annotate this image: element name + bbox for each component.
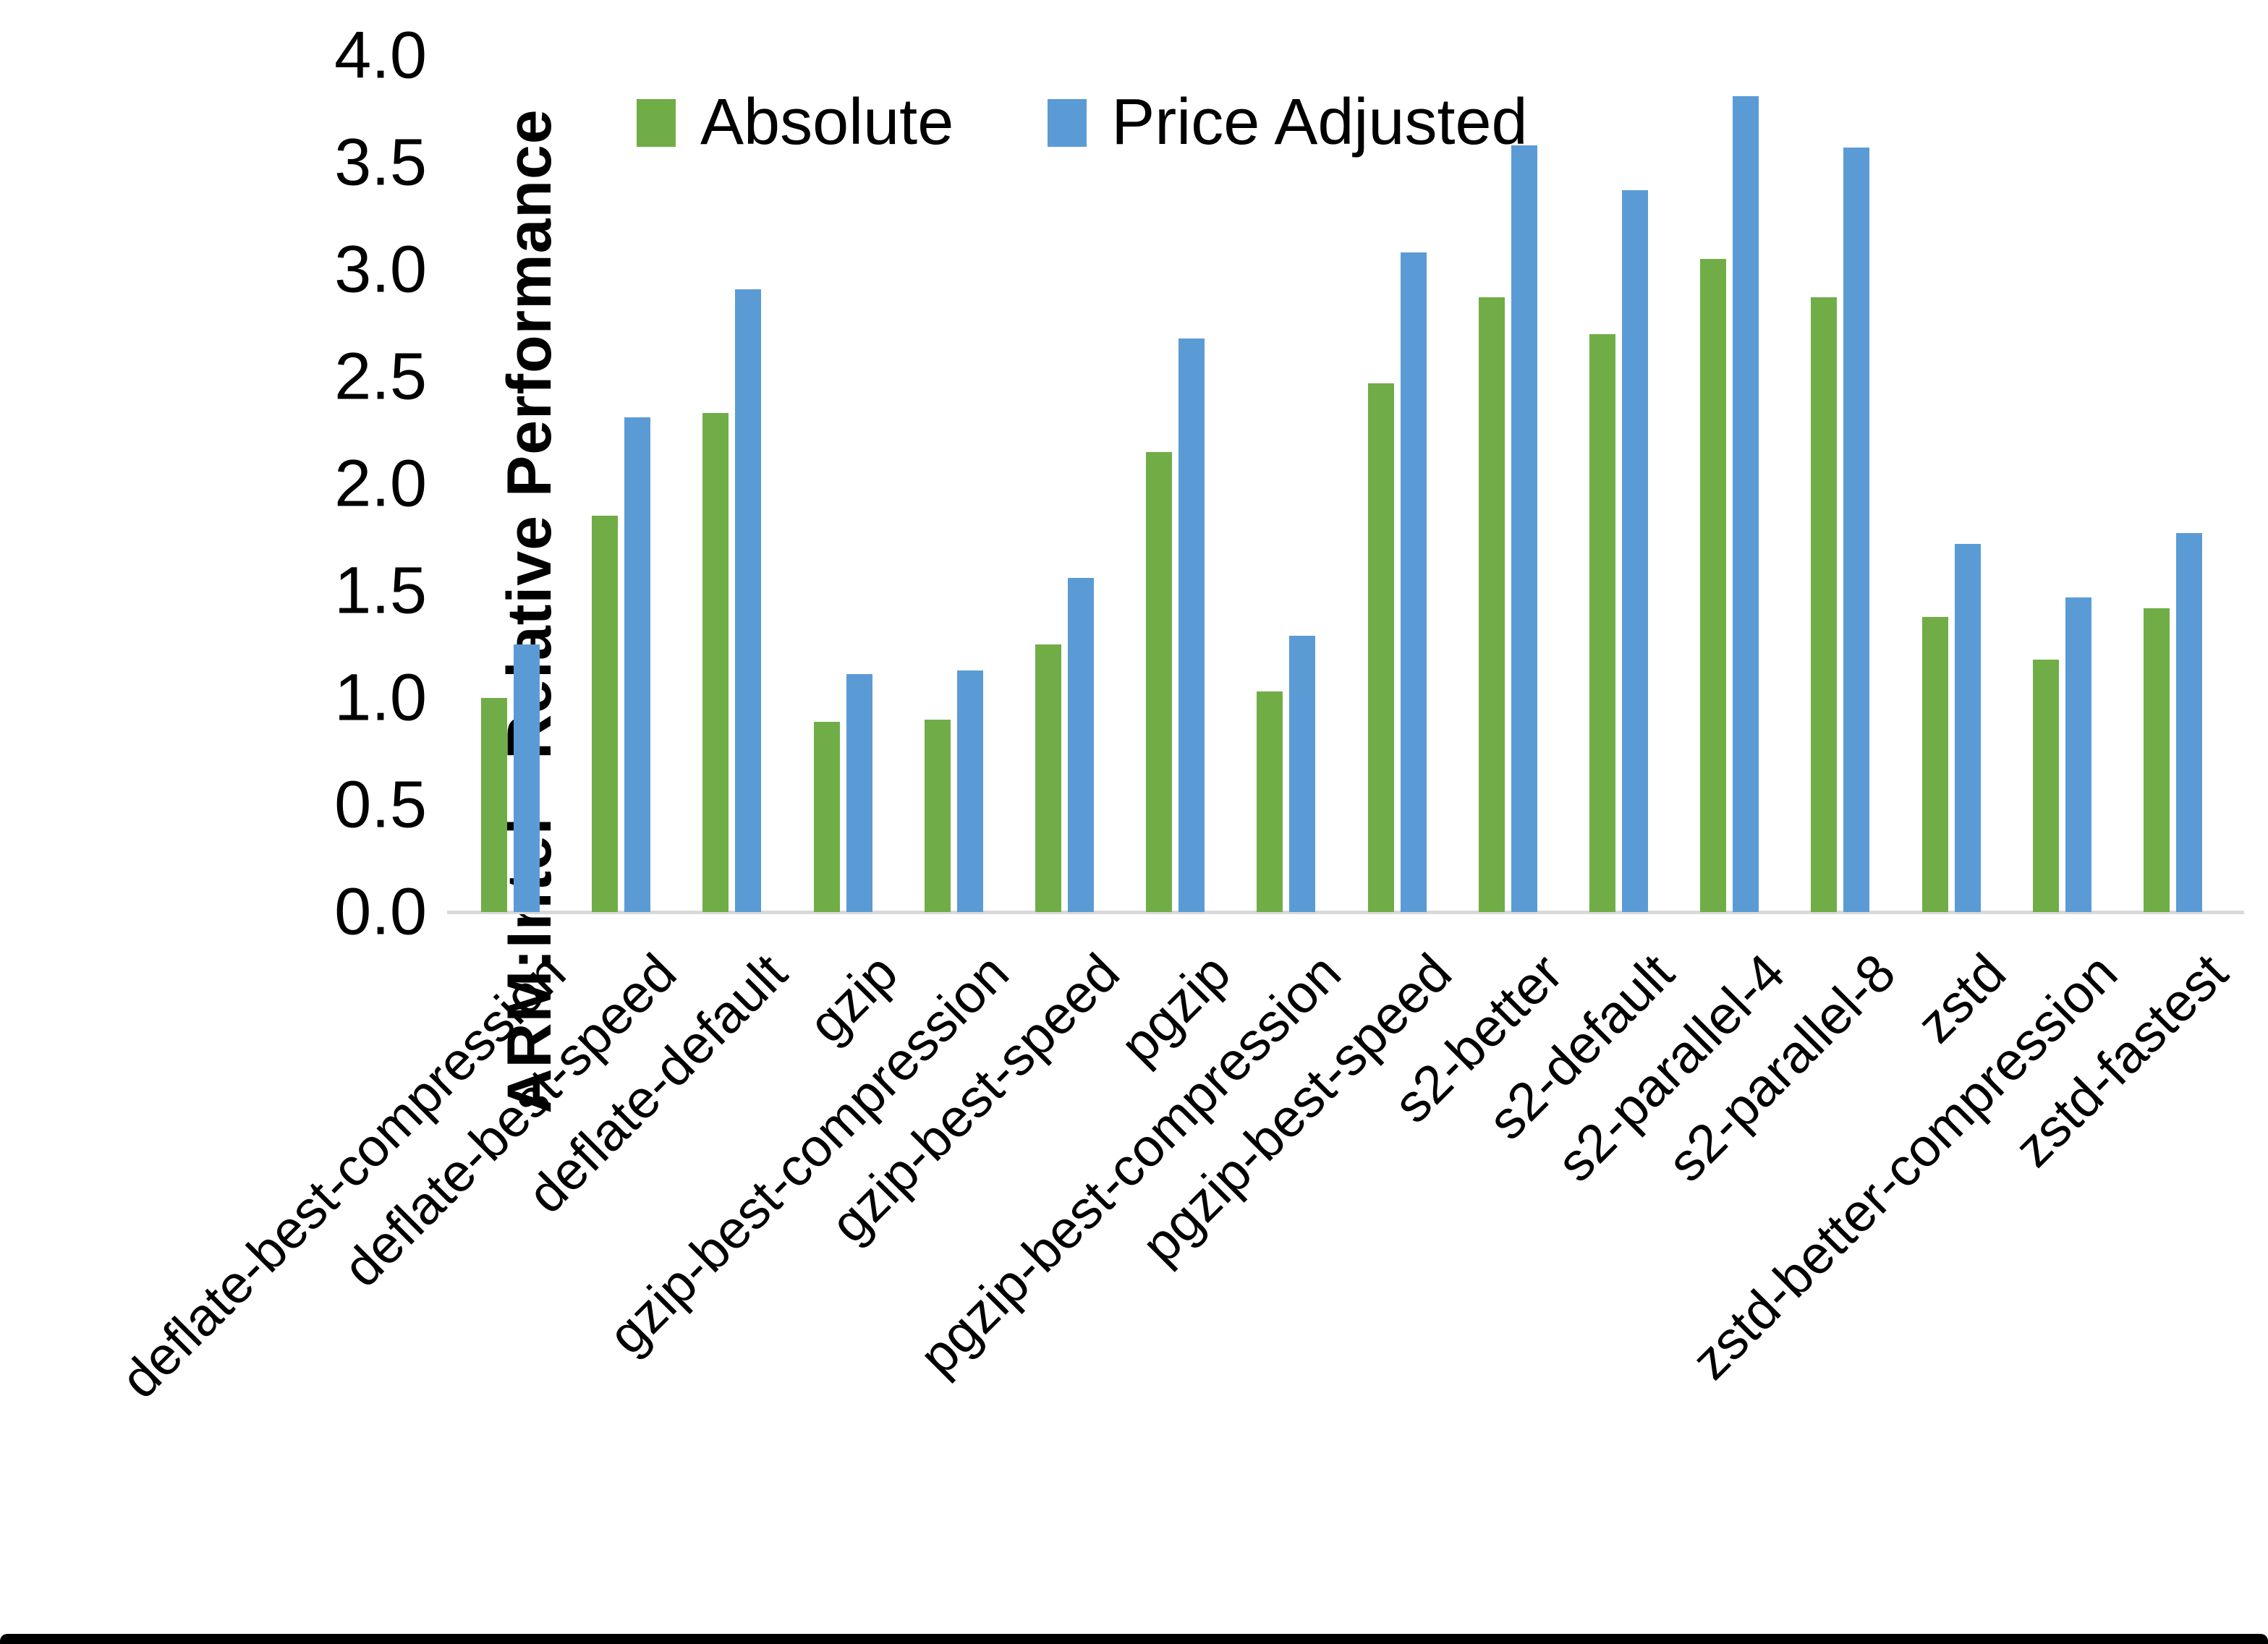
bar-price-adjusted-deflate-default [735, 289, 762, 912]
bar-price-adjusted-s2-parallel-8 [1843, 148, 1870, 912]
legend-label-absolute: Absolute [700, 86, 954, 158]
bar-price-adjusted-pgzip-best-speed [1400, 252, 1427, 912]
bar-price-adjusted-pgzip [1178, 338, 1205, 912]
bar-price-adjusted-zstd-fastest [2176, 533, 2202, 912]
y-tick-label-1.0: 1.0 [334, 660, 427, 735]
bar-absolute-s2-parallel-8 [1811, 297, 1838, 912]
bar-price-adjusted-zstd [1954, 543, 1981, 912]
y-tick-label-0.0: 0.0 [334, 874, 427, 949]
legend-swatch-price-adjusted-icon [1048, 98, 1087, 147]
bar-absolute-gzip-best-speed [1035, 644, 1061, 912]
bar-price-adjusted-deflate-best-compression [514, 644, 540, 912]
bar-price-adjusted-gzip [846, 674, 872, 912]
y-tick-label-4.0: 4.0 [334, 18, 427, 93]
bar-absolute-zstd-fastest [2144, 608, 2170, 912]
bar-absolute-deflate-best-speed [592, 516, 619, 912]
bar-price-adjusted-s2-parallel-4 [1733, 96, 1759, 912]
bar-absolute-s2-better [1478, 297, 1505, 912]
bar-price-adjusted-gzip-best-speed [1068, 578, 1094, 912]
bar-price-adjusted-pgzip-best-compression [1289, 636, 1316, 912]
legend: Absolute Price Adjusted [637, 85, 1528, 160]
legend-item-price-adjusted: Price Adjusted [1048, 85, 1528, 160]
x-category-label-deflate-best-compression: deflate-best-compression [109, 942, 577, 1410]
y-tick-label-0.5: 0.5 [334, 767, 427, 842]
legend-label-price-adjusted: Price Adjusted [1111, 86, 1528, 158]
window-bottom-border [0, 1634, 2268, 1644]
y-tick-label-3.5: 3.5 [334, 125, 427, 200]
y-tick-label-1.5: 1.5 [334, 553, 427, 628]
y-tick-label-2.0: 2.0 [334, 446, 427, 521]
y-tick-label-2.5: 2.5 [334, 339, 427, 414]
bar-absolute-gzip-best-compression [924, 719, 951, 912]
bar-price-adjusted-gzip-best-compression [956, 670, 983, 912]
bar-absolute-pgzip-best-compression [1257, 691, 1283, 912]
x-axis-line [447, 911, 2244, 914]
bar-absolute-pgzip [1146, 451, 1173, 912]
bar-price-adjusted-zstd-better-compression [2065, 597, 2091, 912]
bar-absolute-pgzip-best-speed [1367, 383, 1394, 912]
bar-price-adjusted-s2-better [1511, 145, 1537, 912]
bar-absolute-gzip [813, 721, 840, 912]
bar-absolute-zstd-better-compression [2032, 659, 2059, 912]
y-tick-label-3.0: 3.0 [334, 232, 427, 307]
legend-item-absolute: Absolute [637, 85, 954, 160]
bar-absolute-deflate-default [702, 413, 729, 912]
bar-absolute-zstd [1921, 616, 1948, 912]
bar-absolute-deflate-best-compression [481, 698, 507, 912]
bar-absolute-s2-default [1589, 333, 1615, 912]
bar-absolute-s2-parallel-4 [1700, 259, 1727, 912]
legend-swatch-absolute-icon [637, 98, 676, 147]
bar-price-adjusted-s2-default [1622, 190, 1648, 912]
bar-price-adjusted-deflate-best-speed [624, 417, 651, 912]
